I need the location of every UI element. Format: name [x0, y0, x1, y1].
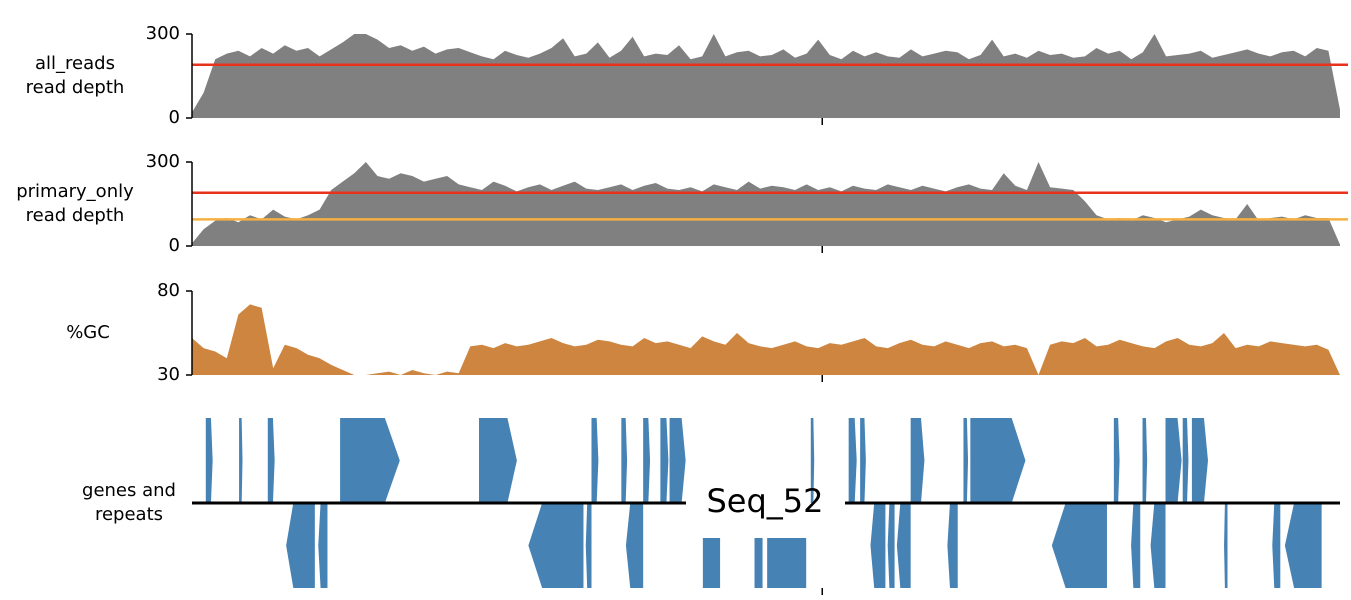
gene-feature	[669, 418, 686, 503]
gene-feature	[591, 418, 599, 503]
gene-feature	[1051, 503, 1107, 588]
gene-feature	[585, 503, 592, 588]
gene-feature	[528, 503, 584, 588]
gene-feature	[1165, 418, 1182, 503]
gene-feature	[625, 503, 644, 588]
gene-feature	[848, 418, 857, 503]
gene-feature	[643, 418, 651, 503]
gene-feature	[1284, 503, 1322, 588]
y-axis-label: all_reads	[35, 53, 115, 74]
gene-feature	[970, 418, 1026, 503]
y-tick-label: 0	[169, 235, 180, 256]
gene-feature	[205, 418, 213, 503]
gene-feature	[767, 538, 807, 588]
gene-feature	[1142, 418, 1148, 503]
y-tick-label: 300	[146, 151, 180, 172]
y-axis-label: genes and	[82, 480, 176, 501]
y-axis-label: primary_only	[16, 181, 134, 202]
coverage-area	[192, 162, 1340, 246]
gene-feature	[621, 418, 628, 503]
gene-feature	[1150, 503, 1166, 588]
gene-feature	[1113, 418, 1120, 503]
coverage-area	[192, 34, 1340, 118]
y-axis-label: read depth	[26, 205, 125, 226]
gene-feature	[286, 503, 315, 588]
gene-feature	[860, 418, 866, 503]
gene-feature	[1191, 418, 1208, 503]
gene-feature	[1272, 503, 1281, 588]
y-tick-label: 300	[146, 23, 180, 44]
gene-feature	[267, 418, 275, 503]
gene-feature	[896, 503, 911, 588]
gene-feature	[340, 418, 400, 503]
gene-feature	[947, 503, 958, 588]
gene-feature	[660, 418, 669, 503]
gene-feature	[810, 418, 815, 503]
gene-feature	[1224, 503, 1228, 588]
gene-feature	[1182, 418, 1189, 503]
y-tick-label: 0	[169, 107, 180, 128]
y-axis-label: %GC	[66, 322, 110, 343]
y-tick-label: 80	[157, 280, 180, 301]
gene-feature	[239, 418, 243, 503]
gene-feature	[318, 503, 328, 588]
gene-feature	[479, 418, 517, 503]
gene-feature	[963, 418, 969, 503]
coverage-area	[192, 304, 1340, 375]
gene-feature	[910, 418, 925, 503]
gene-feature	[870, 503, 886, 588]
y-tick-label: 30	[157, 364, 180, 385]
gene-feature	[702, 538, 721, 588]
gene-feature	[887, 503, 895, 588]
y-axis-label: repeats	[95, 504, 163, 525]
gene-feature	[1131, 503, 1141, 588]
gene-feature	[754, 538, 763, 588]
sequence-label: Seq_52	[706, 482, 823, 520]
y-axis-label: read depth	[26, 77, 125, 98]
